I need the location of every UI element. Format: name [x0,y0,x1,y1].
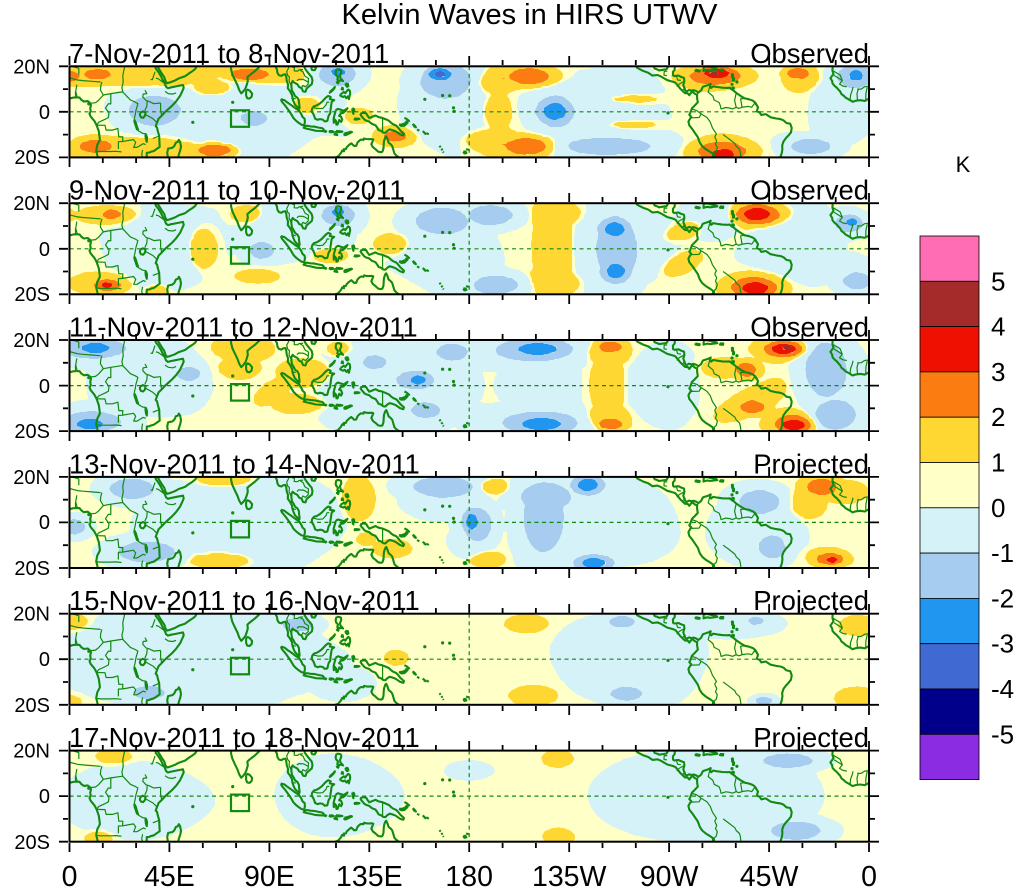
svg-text:20S: 20S [14,147,50,169]
svg-text:4: 4 [991,312,1005,342]
svg-text:Observed: Observed [750,175,869,206]
svg-text:Projected: Projected [753,585,869,616]
svg-text:Kelvin Waves in HIRS UTWV: Kelvin Waves in HIRS UTWV [342,0,719,31]
svg-text:135W: 135W [532,861,607,887]
svg-text:0: 0 [39,102,50,124]
svg-text:20N: 20N [13,467,50,489]
svg-text:20N: 20N [13,193,50,215]
svg-text:Projected: Projected [753,448,869,479]
svg-text:20N: 20N [13,741,50,763]
svg-text:1: 1 [991,448,1005,478]
svg-text:0: 0 [861,861,877,887]
svg-text:45W: 45W [740,861,799,887]
svg-text:5: 5 [991,266,1005,296]
svg-text:20S: 20S [14,558,50,580]
svg-text:Observed: Observed [750,38,869,69]
svg-text:7-Nov-2011 to 8-Nov-2011: 7-Nov-2011 to 8-Nov-2011 [69,38,389,69]
svg-text:K: K [956,152,971,177]
svg-text:-3: -3 [991,629,1014,659]
svg-text:2: 2 [991,402,1005,432]
svg-text:0: 0 [39,376,50,398]
svg-text:-2: -2 [991,583,1014,613]
svg-text:20N: 20N [13,604,50,626]
svg-text:Observed: Observed [750,312,869,343]
svg-text:20S: 20S [14,284,50,306]
svg-text:13-Nov-2011 to 14-Nov-2011: 13-Nov-2011 to 14-Nov-2011 [69,448,420,479]
svg-text:11-Nov-2011 to 12-Nov-2011: 11-Nov-2011 to 12-Nov-2011 [69,312,418,343]
svg-text:135E: 135E [336,861,403,887]
svg-text:17-Nov-2011 to 18-Nov-2011: 17-Nov-2011 to 18-Nov-2011 [69,722,420,753]
svg-text:20S: 20S [14,421,50,443]
svg-text:20N: 20N [13,330,50,352]
svg-text:Projected: Projected [753,722,869,753]
svg-text:90W: 90W [640,861,699,887]
svg-text:-5: -5 [991,719,1014,749]
svg-text:90E: 90E [244,861,295,887]
svg-text:20N: 20N [13,56,50,78]
svg-text:180: 180 [445,861,493,887]
svg-text:-4: -4 [991,674,1014,704]
svg-text:0: 0 [39,512,50,534]
svg-text:0: 0 [991,493,1005,523]
svg-text:3: 3 [991,357,1005,387]
svg-text:0: 0 [39,649,50,671]
svg-text:20S: 20S [14,832,50,854]
svg-text:45E: 45E [144,861,195,887]
svg-text:20S: 20S [14,695,50,717]
svg-text:0: 0 [62,861,78,887]
svg-text:-1: -1 [991,538,1014,568]
svg-text:0: 0 [39,239,50,261]
svg-text:15-Nov-2011 to 16-Nov-2011: 15-Nov-2011 to 16-Nov-2011 [69,585,420,616]
svg-text:0: 0 [39,786,50,808]
